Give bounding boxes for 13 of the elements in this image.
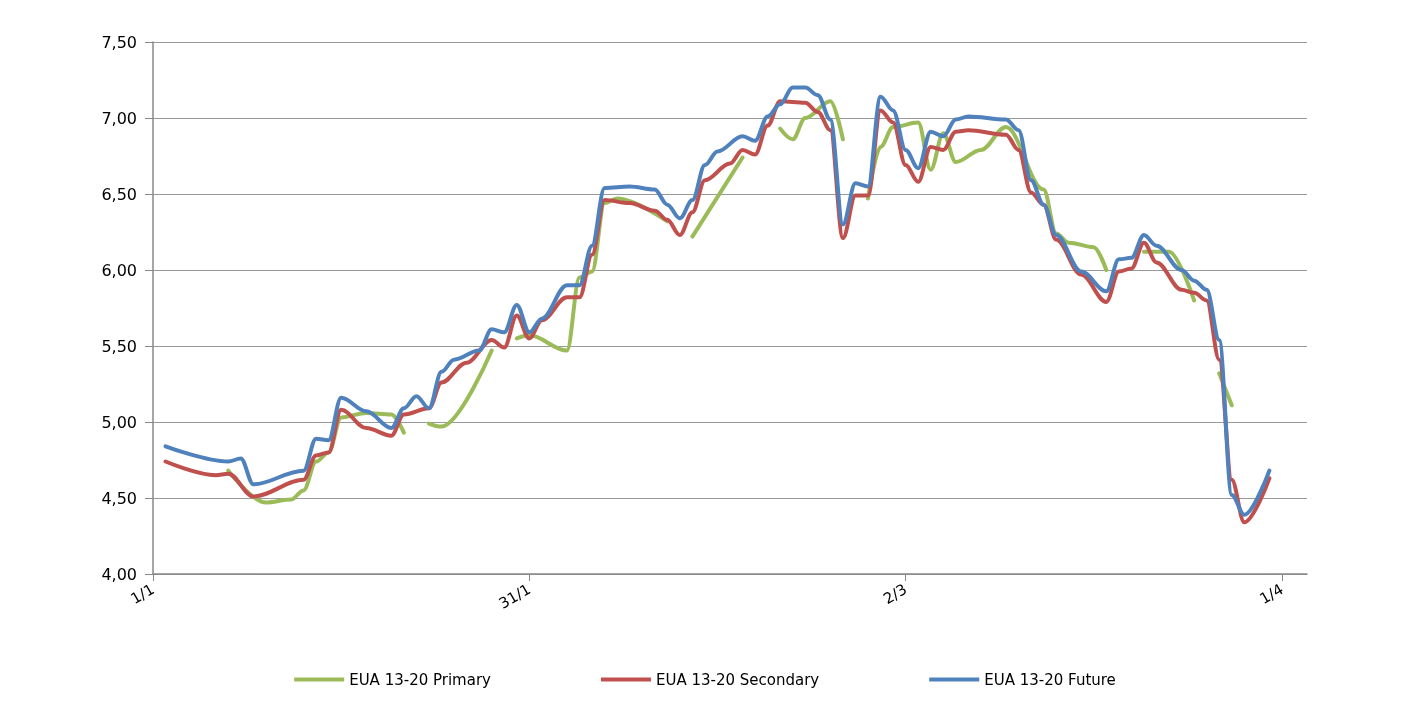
- legend-label: EUA 13-20 Primary: [349, 670, 492, 689]
- x-tick-label: 31/1: [495, 580, 534, 613]
- x-tick-label: 1/4: [1256, 580, 1287, 608]
- legend-label: EUA 13-20 Secondary: [655, 670, 820, 689]
- y-tick-label: 6,50: [101, 184, 137, 204]
- y-tick-label: 5,50: [101, 336, 137, 356]
- x-tick-label: 2/3: [880, 580, 911, 608]
- y-tick-label: 5,00: [101, 412, 137, 432]
- y-tick-label: 7,50: [101, 32, 137, 52]
- y-tick-label: 7,00: [101, 108, 137, 128]
- y-tick-label: 6,00: [101, 260, 137, 280]
- legend-label: EUA 13-20 Future: [984, 670, 1116, 689]
- y-tick-label: 4,50: [101, 488, 137, 508]
